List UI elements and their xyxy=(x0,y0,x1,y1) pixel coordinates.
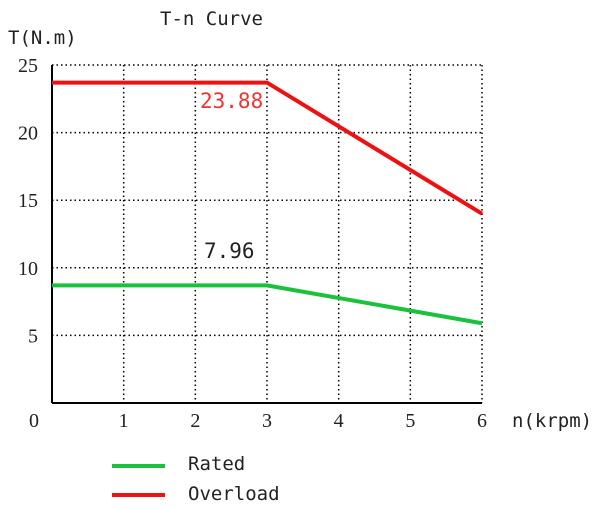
x-tick-label-1: 1 xyxy=(119,410,129,432)
chart-title: T-n Curve xyxy=(160,8,263,30)
y-tick-label-20: 20 xyxy=(18,123,38,145)
x-tick-label-5: 5 xyxy=(405,410,415,432)
series-lines xyxy=(52,80,484,326)
x-tick-labels: 0 1 2 3 4 5 6 xyxy=(29,410,487,432)
series-line-rated xyxy=(52,283,483,326)
legend: Rated Overload xyxy=(112,453,280,505)
y-tick-labels: 5 10 15 20 25 xyxy=(18,55,38,347)
x-tick-label-2: 2 xyxy=(190,410,200,432)
y-tick-label-5: 5 xyxy=(28,325,38,347)
x-tick-label-6: 6 xyxy=(477,410,487,432)
y-axis-label: T(N.m) xyxy=(8,27,77,49)
x-axis-label: n(krpm) xyxy=(512,410,592,432)
y-tick-label-10: 10 xyxy=(18,258,38,280)
legend-label-rated: Rated xyxy=(188,453,245,475)
annotation-rated-value: 7.96 xyxy=(204,239,255,263)
x-tick-label-3: 3 xyxy=(262,410,272,432)
legend-label-overload: Overload xyxy=(188,483,280,505)
y-tick-label-25: 25 xyxy=(18,55,38,77)
annotation-overload-value: 23.88 xyxy=(200,89,263,113)
series-line-overload xyxy=(52,80,484,216)
x-tick-label-4: 4 xyxy=(334,410,344,432)
y-tick-label-15: 15 xyxy=(18,190,38,212)
axes xyxy=(51,65,482,404)
x-tick-label-0: 0 xyxy=(29,410,39,432)
grid-lines xyxy=(52,64,483,403)
